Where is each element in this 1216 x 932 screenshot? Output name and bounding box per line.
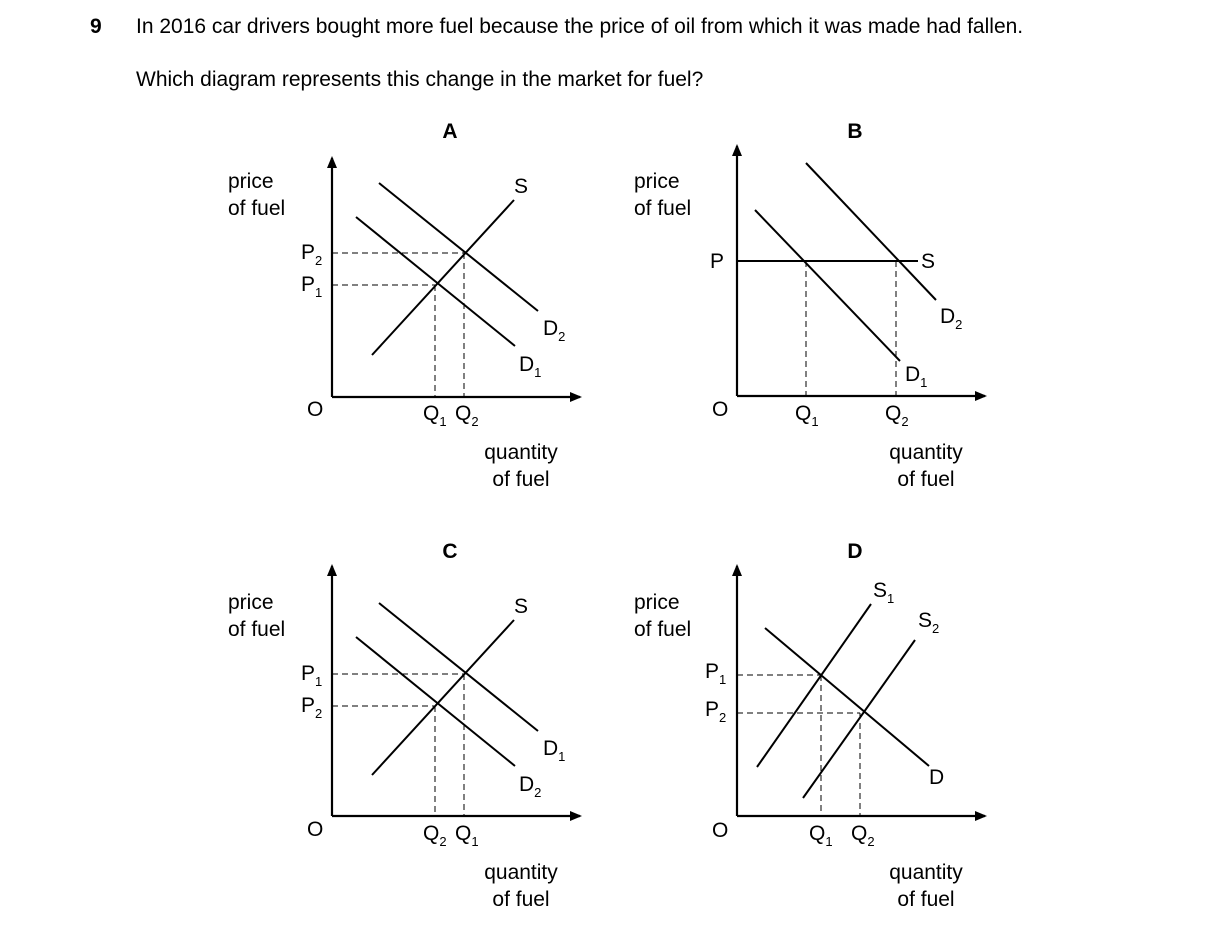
diagram-d-label-q2: Q2 [851,822,875,849]
diagram-c-origin: O [307,818,323,841]
diagram-a-demand-d1-line [355,216,516,347]
diagram-d-label-d: D [929,766,944,789]
diagram-b-label-p: P [710,250,724,273]
diagram-d-label-s1: S1 [873,579,894,606]
question-number: 9 [90,15,102,38]
diagram-b-y-label-1: price [634,170,680,193]
diagram-c-label-d1: D1 [543,737,565,764]
diagram-b-demand-d2-line [805,162,937,301]
diagram-b-label-d1: D1 [905,363,927,390]
diagram-c-label-p1: P1 [301,662,322,689]
diagram-d-origin: O [712,819,728,842]
diagram-b-label-q1: Q1 [795,402,819,429]
diagram-d-label-q1: Q1 [809,822,833,849]
diagram-c-label-d2: D2 [519,773,541,800]
diagram-a-supply-line [371,199,515,356]
diagram-c-label-q1: Q1 [455,822,479,849]
diagram-a-y-label-2: of fuel [228,197,285,220]
diagram-b: B price of fuel O P S D2 D1 Q1 Q2 quanti… [634,120,987,491]
diagram-a-label-q1: Q1 [423,402,447,429]
diagram-a-title: A [442,120,457,143]
diagram-d-title: D [847,540,862,563]
diagram-a: A price of fuel O S D2 D1 P2 P1 Q1 Q2 qu… [228,120,582,491]
diagram-a-demand-d2-line [378,182,539,312]
diagram-c-x-label-1: quantity [484,861,558,884]
diagram-b-demand-d1-line [754,209,901,362]
diagram-a-label-p2: P2 [301,241,322,268]
diagram-b-x-label-2: of fuel [897,468,954,491]
diagram-c-label-q2: Q2 [423,822,447,849]
diagram-c-y-label-1: price [228,591,274,614]
diagram-b-x-label-1: quantity [889,441,963,464]
diagram-b-label-s: S [921,250,935,273]
diagram-d-x-label-1: quantity [889,861,963,884]
diagram-a-label-p1: P1 [301,273,322,300]
diagram-c-demand-d2-line [355,636,516,767]
diagram-d-y-label-1: price [634,591,680,614]
diagram-d-x-label-2: of fuel [897,888,954,911]
diagram-d-demand-line [764,627,930,767]
diagram-c-label-s: S [514,595,528,618]
diagram-c-title: C [442,540,457,563]
diagram-b-y-label-2: of fuel [634,197,691,220]
diagram-a-origin: O [307,398,323,421]
diagram-d-supply-s1-line [756,603,872,768]
diagram-d: D price of fuel O S1 S2 D P1 P2 Q1 Q2 qu… [634,540,987,911]
diagram-d-label-s2: S2 [918,609,939,636]
diagram-c-demand-d1-line [378,602,539,732]
diagram-c-label-p2: P2 [301,694,322,721]
diagram-b-label-d2: D2 [940,305,962,332]
diagram-a-label-s: S [514,175,528,198]
diagram-a-y-label-1: price [228,170,274,193]
diagram-c-x-label-2: of fuel [492,888,549,911]
diagram-d-supply-s2-line [802,639,916,799]
question-text: In 2016 car drivers bought more fuel bec… [136,15,1024,38]
diagram-d-label-p2: P2 [705,698,726,725]
diagram-a-label-d1: D1 [519,353,541,380]
diagram-a-label-d2: D2 [543,317,565,344]
diagram-c: C price of fuel O S D1 D2 P1 P2 Q2 Q1 qu… [228,540,582,911]
diagram-a-label-q2: Q2 [455,402,479,429]
diagram-a-x-label-1: quantity [484,441,558,464]
diagram-b-title: B [847,120,862,143]
diagram-d-y-label-2: of fuel [634,618,691,641]
question-prompt: Which diagram represents this change in … [136,68,704,91]
diagram-c-y-label-2: of fuel [228,618,285,641]
diagram-a-x-label-2: of fuel [492,468,549,491]
diagram-b-label-q2: Q2 [885,402,909,429]
diagram-d-label-p1: P1 [705,660,726,687]
diagram-c-supply-line [371,619,515,776]
diagram-b-origin: O [712,398,728,421]
